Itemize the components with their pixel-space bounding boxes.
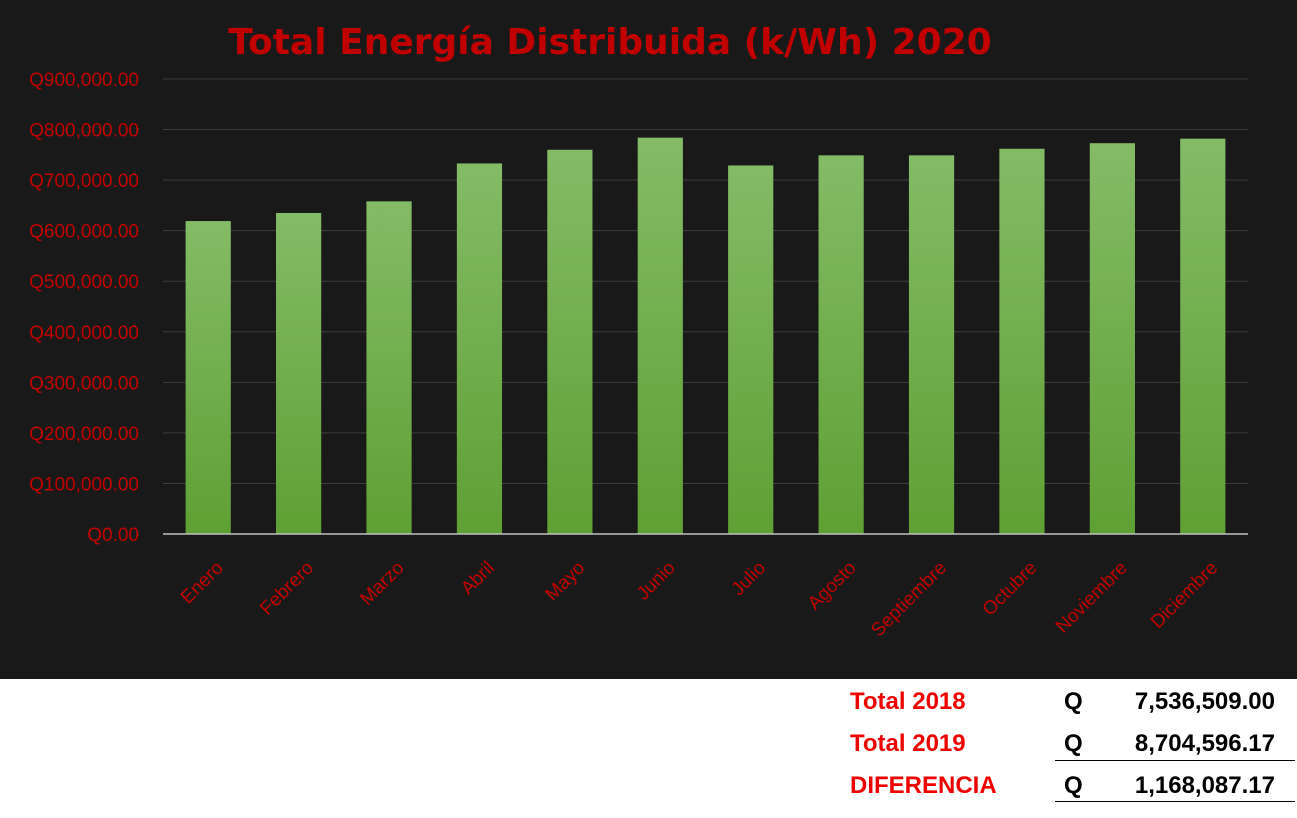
y-tick-label: Q0.00 bbox=[87, 525, 139, 546]
total-2018-currency: Q bbox=[1064, 688, 1083, 715]
y-tick-label: Q300,000.00 bbox=[29, 373, 139, 394]
y-tick-label: Q600,000.00 bbox=[29, 222, 139, 243]
gridlines bbox=[163, 78, 1248, 484]
bar-agosto bbox=[818, 155, 864, 535]
x-tick-label: Diciembre bbox=[1147, 558, 1222, 633]
bar-octubre bbox=[999, 148, 1045, 534]
total-2019-value: 8,704,596.17 bbox=[1134, 730, 1275, 757]
x-tick-label: Mayo bbox=[542, 558, 590, 606]
totals-summary: Total 2018 Q 7,536,509.00 Total 2019 Q 8… bbox=[0, 679, 1297, 818]
x-tick-label: Junio bbox=[633, 558, 680, 605]
x-tick-label: Noviembre bbox=[1052, 558, 1132, 638]
bar-enero bbox=[185, 221, 231, 535]
x-tick-label: Enero bbox=[177, 558, 228, 609]
x-tick-label: Agosto bbox=[804, 558, 861, 615]
bar-abril bbox=[456, 163, 503, 534]
y-tick-label: Q100,000.00 bbox=[29, 474, 139, 495]
x-axis-ticks: Enero Febrero Marzo Abril Mayo Junio Julio Agos… bbox=[177, 558, 1222, 642]
y-tick-label: Q400,000.00 bbox=[29, 323, 139, 344]
total-2019-label: Total 2019 bbox=[850, 730, 966, 757]
bar-marzo bbox=[366, 201, 412, 534]
x-tick-label: Marzo bbox=[356, 558, 408, 610]
bar-julio bbox=[728, 165, 774, 534]
bar-septiembre bbox=[908, 155, 955, 535]
chart-title: Total Energía Distribuida (k/Wh) 2020 bbox=[228, 22, 992, 63]
difference-label: DIFERENCIA bbox=[850, 772, 997, 799]
x-tick-label: Octubre bbox=[979, 558, 1042, 621]
x-tick-label: Febrero bbox=[256, 558, 318, 620]
total-2018-label: Total 2018 bbox=[850, 688, 966, 715]
chart-panel: Total Energía Distribuida (k/Wh) 2020 Q0… bbox=[0, 0, 1297, 679]
y-tick-label: Q700,000.00 bbox=[29, 171, 139, 192]
total-2019-currency: Q bbox=[1064, 730, 1083, 757]
y-tick-label: Q900,000.00 bbox=[29, 70, 139, 91]
bar-junio bbox=[637, 137, 683, 534]
y-axis-ticks: Q0.00 Q100,000.00 Q200,000.00 Q300,000.00 Q4… bbox=[29, 70, 139, 546]
difference-currency: Q bbox=[1064, 772, 1083, 799]
totals-divider bbox=[1055, 760, 1295, 761]
difference-underline bbox=[1055, 801, 1295, 802]
y-tick-label: Q500,000.00 bbox=[29, 272, 139, 293]
bar-chart: Total Energía Distribuida (k/Wh) 2020 Q0… bbox=[29, 22, 1248, 642]
difference-value: 1,168,087.17 bbox=[1134, 772, 1275, 799]
bar-febrero bbox=[276, 212, 322, 534]
y-tick-label: Q200,000.00 bbox=[29, 424, 139, 445]
bar-diciembre bbox=[1180, 138, 1226, 534]
x-tick-label: Julio bbox=[728, 558, 770, 600]
bar-mayo bbox=[547, 149, 593, 534]
x-tick-label: Septiembre bbox=[867, 558, 951, 642]
y-tick-label: Q800,000.00 bbox=[29, 121, 139, 142]
bars bbox=[185, 137, 1226, 535]
total-2018-value: 7,536,509.00 bbox=[1134, 688, 1275, 715]
bar-noviembre bbox=[1089, 143, 1135, 534]
x-tick-label: Abril bbox=[457, 558, 499, 600]
